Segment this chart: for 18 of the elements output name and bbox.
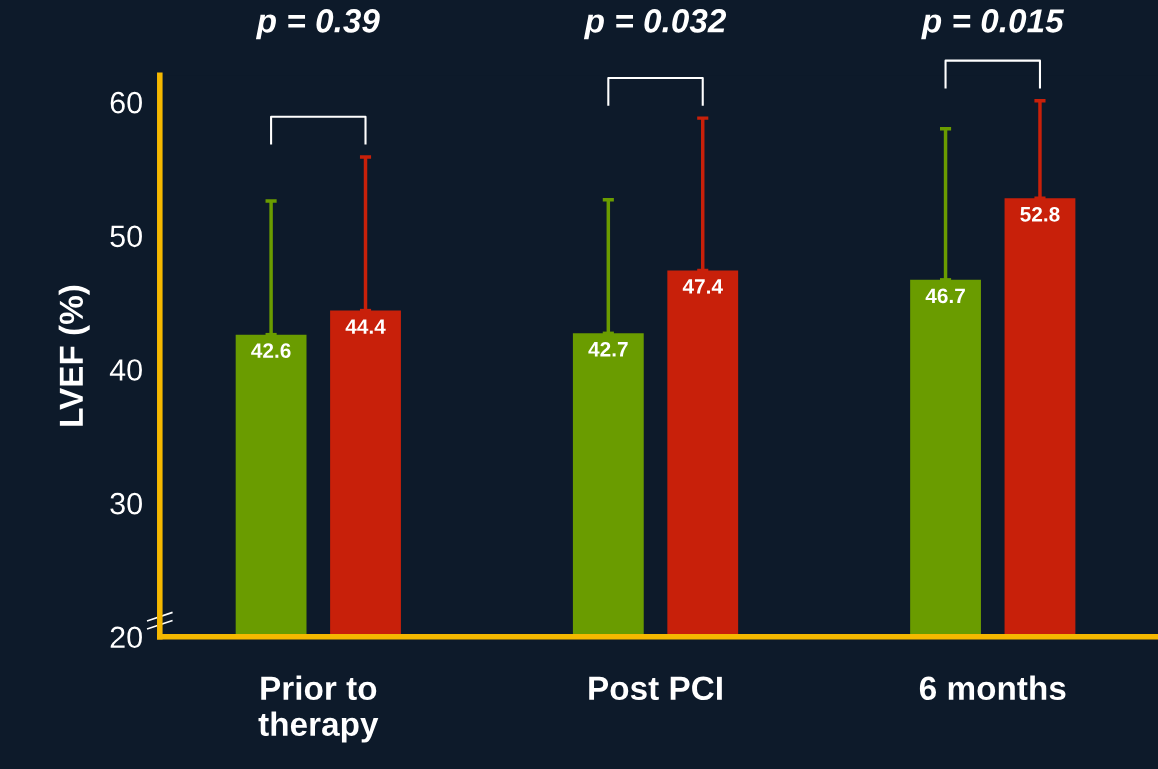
text: p = 0.39 (255, 9, 380, 40)
data-label: 42.7 (588, 341, 628, 357)
y-tick-label: 20 (110, 626, 142, 649)
data-label: 52.8 (1020, 206, 1060, 222)
data-label: 47.4 (682, 279, 723, 294)
y-tick-label: 50 (110, 225, 142, 248)
data-label: 44.4 (345, 319, 386, 334)
y-tick-label: 40 (109, 359, 142, 381)
y-tick-label: 30 (110, 492, 142, 515)
x-tick-label: Post PCI (589, 676, 722, 701)
y-axis-title: LVEF (%) (58, 285, 90, 426)
y-tick-label: 60 (110, 91, 142, 114)
data-label: 42.6 (251, 343, 291, 358)
x-tick-label: 6 months (919, 675, 1066, 701)
text: p = 0.032 (583, 9, 727, 40)
data-label: 46.7 (925, 288, 965, 304)
x-tick-label: Prior to therapy (258, 675, 379, 743)
text: p = 0.015 (921, 9, 1065, 40)
